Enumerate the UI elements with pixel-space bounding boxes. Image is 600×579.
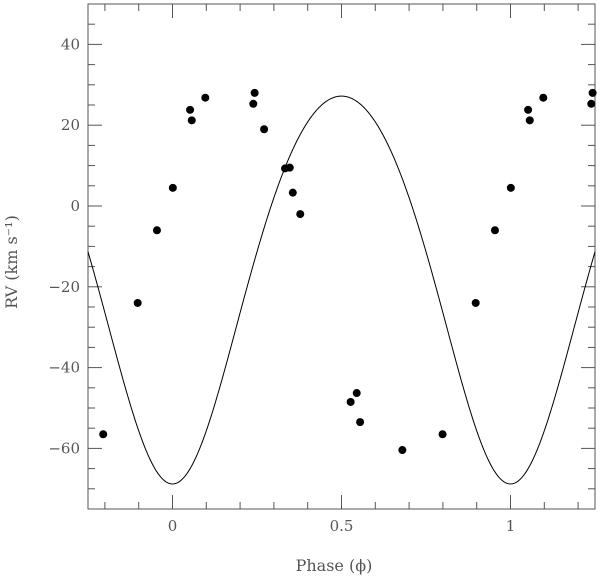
- plot-frame: [87, 3, 596, 510]
- axes-frame: [87, 3, 596, 510]
- data-point: [506, 183, 515, 192]
- x-tick-label: 1: [506, 517, 516, 535]
- data-point: [524, 105, 533, 114]
- data-point: [288, 188, 297, 197]
- ticks: [88, 3, 595, 510]
- data-point: [490, 226, 499, 235]
- data-point: [99, 430, 108, 439]
- data-point: [201, 93, 210, 102]
- y-tick-label: −20: [48, 278, 80, 296]
- data-point: [587, 99, 596, 108]
- data-point: [471, 298, 480, 307]
- data-point: [438, 430, 447, 439]
- data-point: [352, 389, 361, 398]
- y-tick-label: 0: [70, 197, 80, 215]
- tick-labels: 0 0.5 1 40 20 0 −20 −40 −60: [48, 35, 515, 535]
- data-point: [296, 210, 305, 219]
- x-tick-label: 0: [168, 517, 178, 535]
- y-tick-label: 40: [61, 35, 80, 53]
- data-point: [168, 183, 177, 192]
- data-point: [152, 226, 161, 235]
- data-point: [525, 116, 534, 125]
- y-tick-label: 20: [61, 116, 80, 134]
- data-point: [285, 163, 294, 172]
- model-curve: [87, 95, 596, 485]
- data-point: [250, 88, 259, 97]
- data-point: [249, 99, 258, 108]
- y-tick-label: −40: [48, 359, 80, 377]
- x-axis-title: Phase (ϕ): [296, 556, 373, 575]
- data-points: [99, 88, 597, 455]
- data-point: [186, 105, 195, 114]
- data-point: [346, 397, 355, 406]
- y-tick-label: −60: [48, 439, 80, 457]
- data-point: [588, 88, 597, 97]
- data-point: [398, 446, 407, 455]
- data-point: [187, 116, 196, 125]
- x-tick-label: 0.5: [330, 517, 354, 535]
- data-point: [539, 93, 548, 102]
- data-point: [133, 298, 142, 307]
- y-axis-title: RV (km s⁻¹): [2, 215, 21, 309]
- data-point: [260, 125, 269, 134]
- model-curve-group: [87, 95, 596, 485]
- data-point: [356, 418, 365, 427]
